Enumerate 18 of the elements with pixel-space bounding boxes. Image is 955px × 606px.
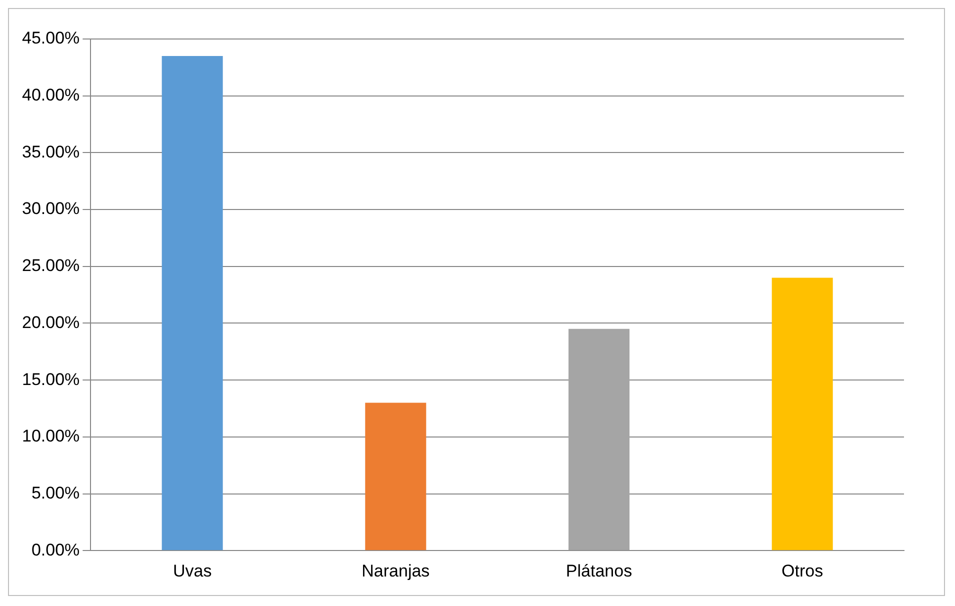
y-tick-label: 15.00% [22, 370, 80, 389]
x-tick-label: Plátanos [566, 561, 632, 580]
bar [568, 328, 630, 550]
y-tick-label: 10.00% [22, 426, 80, 446]
y-tick-label: 35.00% [22, 142, 80, 162]
y-tick-label: 25.00% [22, 256, 80, 276]
y-tick-label: 5.00% [31, 483, 80, 502]
x-tick-label: Otros [782, 561, 824, 580]
y-tick-label: 40.00% [22, 86, 80, 105]
y-tick-label: 20.00% [22, 312, 80, 332]
x-tick-label: Uvas [172, 561, 212, 580]
bar [772, 278, 833, 550]
bar [365, 402, 426, 550]
x-tick-label: Naranjas [362, 561, 430, 580]
bar [162, 56, 223, 550]
y-tick-label: 30.00% [22, 199, 80, 218]
y-tick-label: 0.00% [31, 540, 80, 560]
y-tick-label: 45.00% [22, 28, 80, 48]
